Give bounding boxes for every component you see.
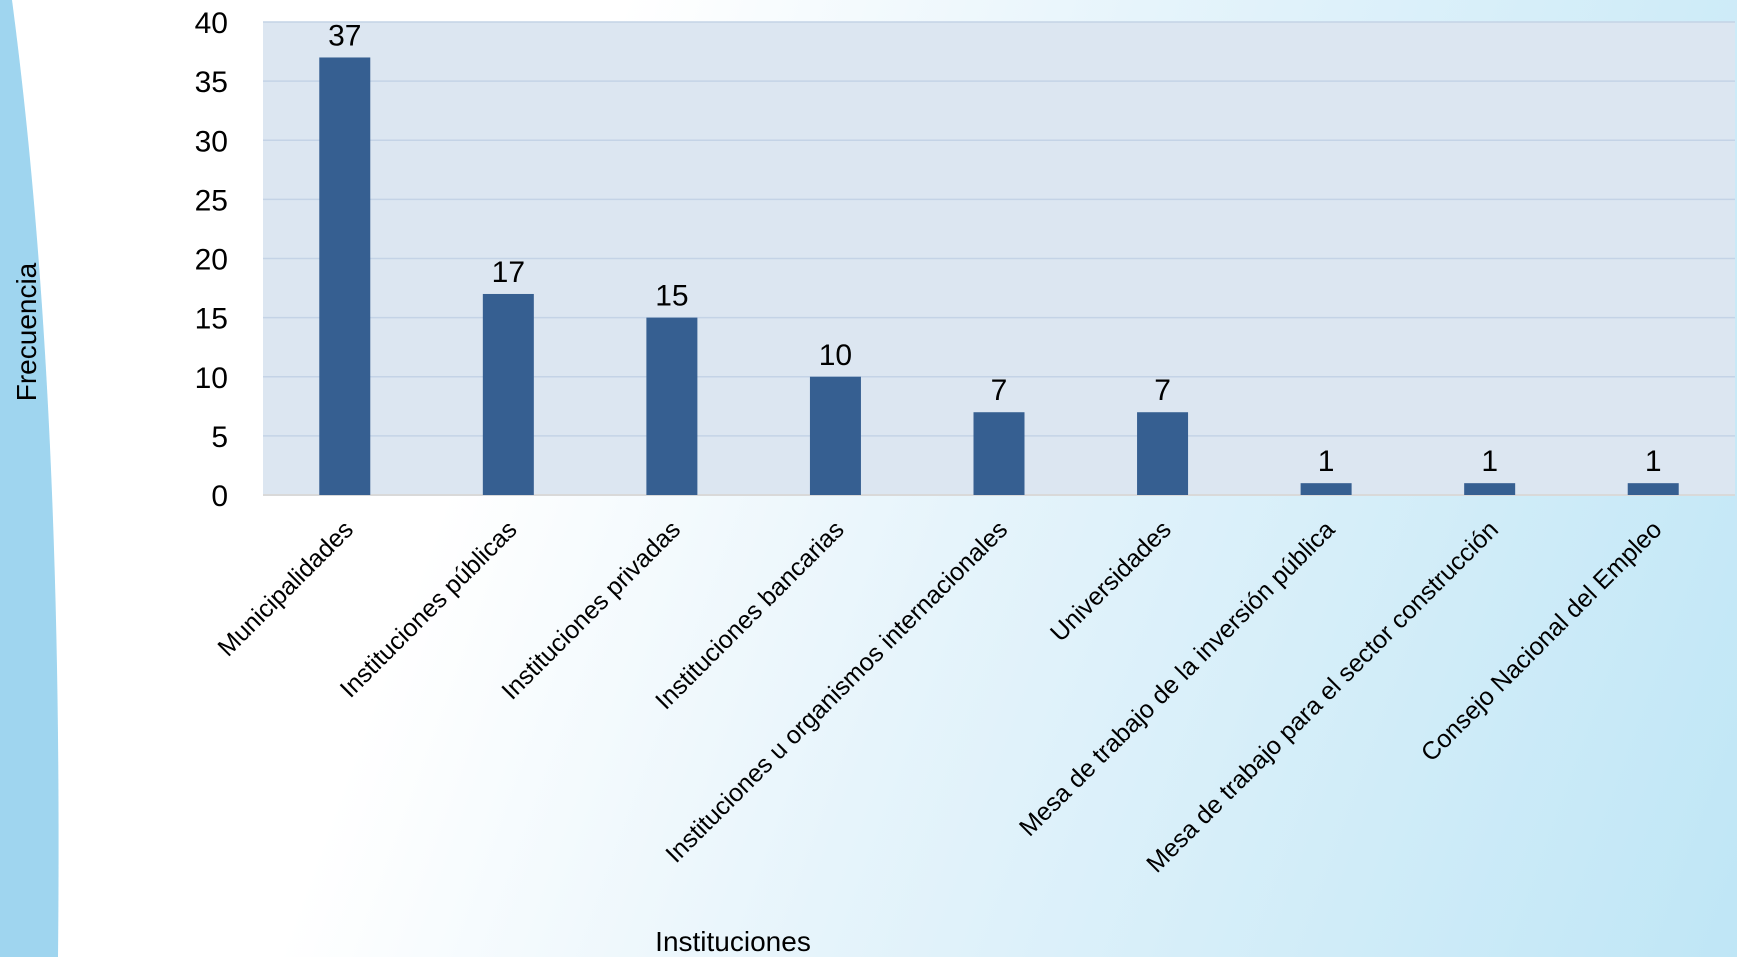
bar [482, 293, 534, 495]
category-label: Instituciones bancarias [650, 515, 850, 715]
bar [1300, 483, 1352, 495]
y-tick-label: 0 [211, 480, 228, 513]
data-label: 15 [655, 280, 688, 313]
category-label: Instituciones privadas [496, 515, 686, 705]
data-labels: 37 17 15 10 7 7 1 1 1 [328, 19, 1661, 478]
bar [809, 376, 861, 495]
data-label: 1 [1481, 445, 1498, 478]
data-label: 7 [1154, 374, 1171, 407]
data-label: 7 [991, 374, 1008, 407]
bar [1137, 412, 1189, 495]
bar [973, 412, 1025, 495]
data-label: 37 [328, 19, 361, 52]
category-label: Municipalidades [212, 515, 359, 662]
y-tick-label: 30 [195, 125, 228, 158]
y-tick-label: 10 [195, 362, 228, 395]
category-label: Mesa de trabajo para el sector construcc… [1141, 515, 1504, 878]
data-label: 1 [1645, 445, 1662, 478]
bar [646, 317, 698, 495]
category-label: Mesa de trabajo de la inversión pública [1014, 515, 1340, 841]
bar [1464, 483, 1516, 495]
data-label: 1 [1318, 445, 1335, 478]
y-tick-label: 40 [195, 7, 228, 40]
category-label: Instituciones públicas [335, 515, 523, 703]
y-axis-ticks: 0 5 10 15 20 25 30 35 40 [195, 7, 228, 513]
x-axis-title: Instituciones [655, 926, 811, 957]
side-band-shape [0, 0, 59, 957]
bars [319, 57, 1679, 495]
y-axis-title: Frecuencia [11, 262, 42, 401]
y-tick-label: 20 [195, 244, 228, 277]
bar [1627, 483, 1679, 495]
category-label: Instituciones u organismos internacional… [660, 515, 1013, 868]
y-tick-label: 15 [195, 303, 228, 336]
y-tick-label: 5 [211, 421, 228, 454]
y-tick-label: 25 [195, 184, 228, 217]
bar [319, 57, 371, 495]
data-label: 10 [819, 339, 852, 372]
data-label: 17 [492, 256, 525, 289]
category-label: Universidades [1045, 515, 1177, 647]
y-tick-label: 35 [195, 66, 228, 99]
